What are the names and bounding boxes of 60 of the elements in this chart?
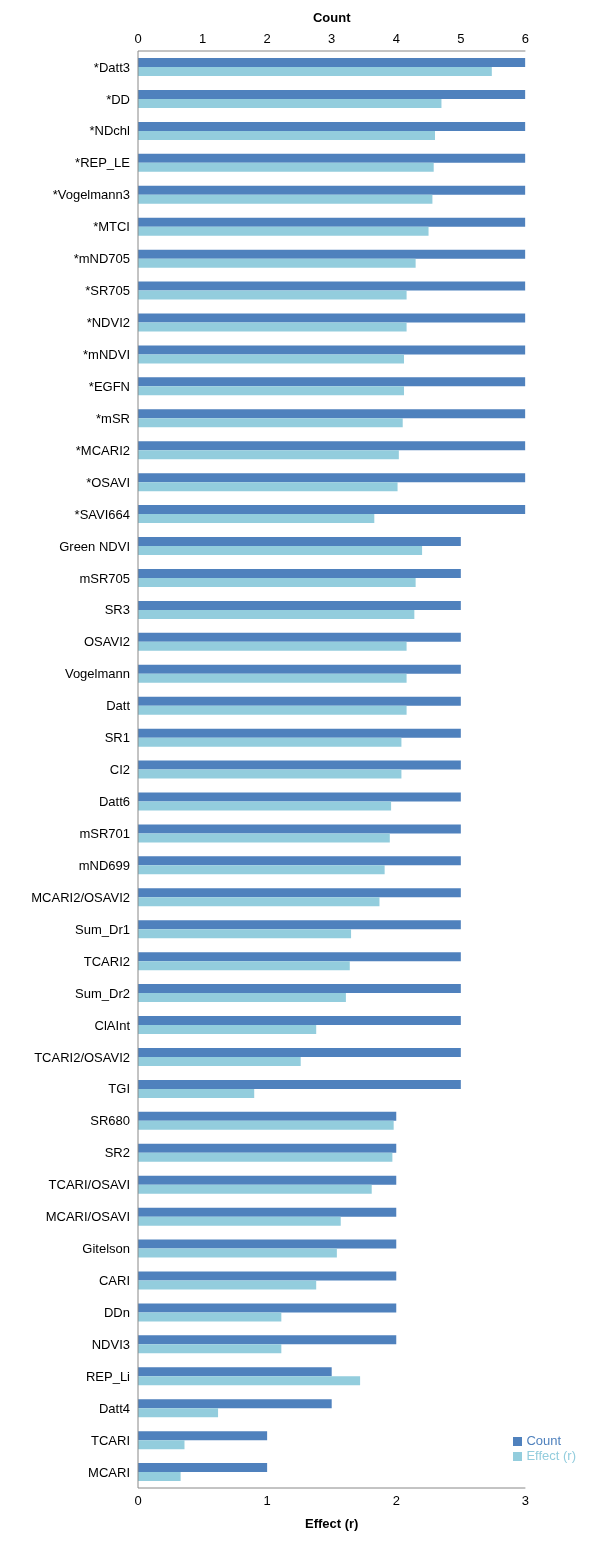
- x-tick-label: 2: [392, 1493, 400, 1509]
- legend-label: Count: [526, 1433, 562, 1448]
- y-tick-label: *SAVI664: [74, 506, 130, 522]
- y-tick-label: Vogelmann: [64, 666, 130, 682]
- y-tick-label: *mSR: [96, 410, 130, 426]
- y-tick-label: mND699: [78, 857, 130, 873]
- y-tick-label: Gitelson: [82, 1241, 130, 1257]
- y-tick-label: Datt: [106, 698, 131, 714]
- y-tick-label: *NDchl: [89, 123, 131, 139]
- y-tick-label: CI2: [109, 762, 130, 778]
- y-tick-label: Datt6: [98, 794, 130, 810]
- y-tick-label: REP_Li: [85, 1368, 131, 1384]
- x2-tick-label: 4: [392, 31, 400, 46]
- y-tick-label: *SR705: [85, 283, 130, 299]
- y-tick-label: *DD: [106, 91, 130, 107]
- x-tick-label: 0: [134, 1493, 142, 1509]
- y-tick-label: *OSAVI: [86, 474, 130, 490]
- legend-label: Effect (r): [526, 1448, 576, 1463]
- y-tick-label: SR1: [104, 730, 130, 746]
- y-tick-label: TCARI: [91, 1432, 130, 1448]
- y-tick-label: Green NDVI: [59, 538, 130, 554]
- y-tick-label: *Datt3: [93, 59, 130, 75]
- y-tick-label: ClAInt: [94, 1017, 131, 1033]
- y-tick-label: MCARI: [88, 1464, 130, 1480]
- y-tick-label: TCARI/OSAVI: [48, 1177, 130, 1193]
- y-tick-label: mSR705: [79, 570, 130, 586]
- y-tick-label: *MCARI2: [75, 442, 130, 458]
- y-tick-label: NDVI3: [91, 1336, 130, 1352]
- y-tick-label: MCARI2/OSAVI2: [31, 889, 130, 905]
- x-axis-title: Effect (r): [304, 1516, 359, 1531]
- x2-tick-label: 0: [134, 31, 142, 46]
- x2-tick-label: 2: [263, 31, 271, 46]
- y-tick-label: SR2: [104, 1145, 130, 1161]
- x-tick-label: 1: [263, 1493, 271, 1509]
- y-tick-label: *Vogelmann3: [52, 187, 130, 203]
- x2-tick-label: 5: [457, 31, 465, 46]
- y-tick-label: *NDVI2: [86, 315, 130, 331]
- x2-tick-label: 6: [521, 31, 530, 46]
- y-tick-label: Sum_Dr2: [75, 985, 130, 1001]
- y-tick-label: *EGFN: [88, 378, 130, 394]
- y-tick-label: OSAVI2: [83, 634, 130, 650]
- y-tick-label: SR680: [90, 1113, 130, 1129]
- y-tick-label: *MTCI: [93, 219, 130, 235]
- y-tick-label: TGI: [108, 1081, 130, 1097]
- y-tick-label: mSR701: [79, 825, 130, 841]
- y-tick-label: *mND705: [73, 251, 130, 267]
- y-tick-label: MCARI/OSAVI: [45, 1209, 130, 1225]
- y-tick-label: *REP_LE: [75, 155, 131, 171]
- y-tick-label: DDn: [103, 1304, 130, 1320]
- y-tick-label: Sum_Dr1: [75, 921, 130, 937]
- y-tick-label: TCARI2/OSAVI2: [34, 1049, 130, 1065]
- y-tick-label: *mNDVI: [83, 346, 130, 362]
- x2-tick-label: 3: [328, 31, 336, 46]
- x2-tick-label: 1: [198, 31, 207, 46]
- x2-axis-title: Count: [312, 10, 352, 26]
- y-tick-label: TCARI2: [83, 953, 130, 969]
- y-tick-label: SR3: [104, 602, 130, 618]
- y-tick-label: Datt4: [98, 1400, 130, 1416]
- y-tick-label: CARI: [98, 1273, 130, 1289]
- x-tick-label: 3: [521, 1493, 530, 1509]
